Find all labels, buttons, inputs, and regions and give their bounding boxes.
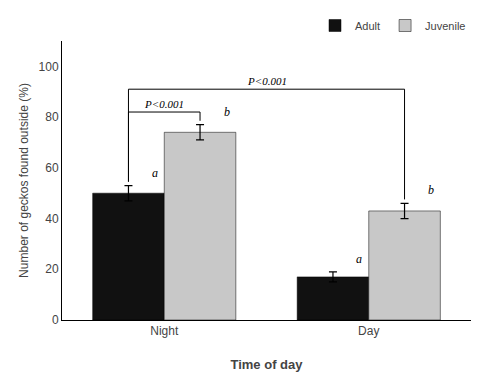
svg-text:Day: Day <box>358 324 379 338</box>
svg-text:Adult: Adult <box>355 20 380 32</box>
svg-text:0: 0 <box>52 313 59 327</box>
svg-text:Night: Night <box>150 324 179 338</box>
svg-text:80: 80 <box>45 110 59 124</box>
svg-text:P<0.001: P<0.001 <box>247 75 287 87</box>
svg-text:40: 40 <box>45 212 59 226</box>
svg-text:b: b <box>224 105 230 119</box>
svg-text:a: a <box>356 252 362 266</box>
svg-text:a: a <box>152 166 158 180</box>
svg-text:Time of day: Time of day <box>230 357 303 372</box>
svg-text:P<0.001: P<0.001 <box>144 98 184 110</box>
svg-text:60: 60 <box>45 161 59 175</box>
svg-text:20: 20 <box>45 262 59 276</box>
svg-text:100: 100 <box>39 60 59 74</box>
svg-text:b: b <box>428 183 434 197</box>
svg-text:Number of geckos found outside: Number of geckos found outside (%) <box>17 83 31 278</box>
svg-text:Juvenile: Juvenile <box>425 20 465 32</box>
